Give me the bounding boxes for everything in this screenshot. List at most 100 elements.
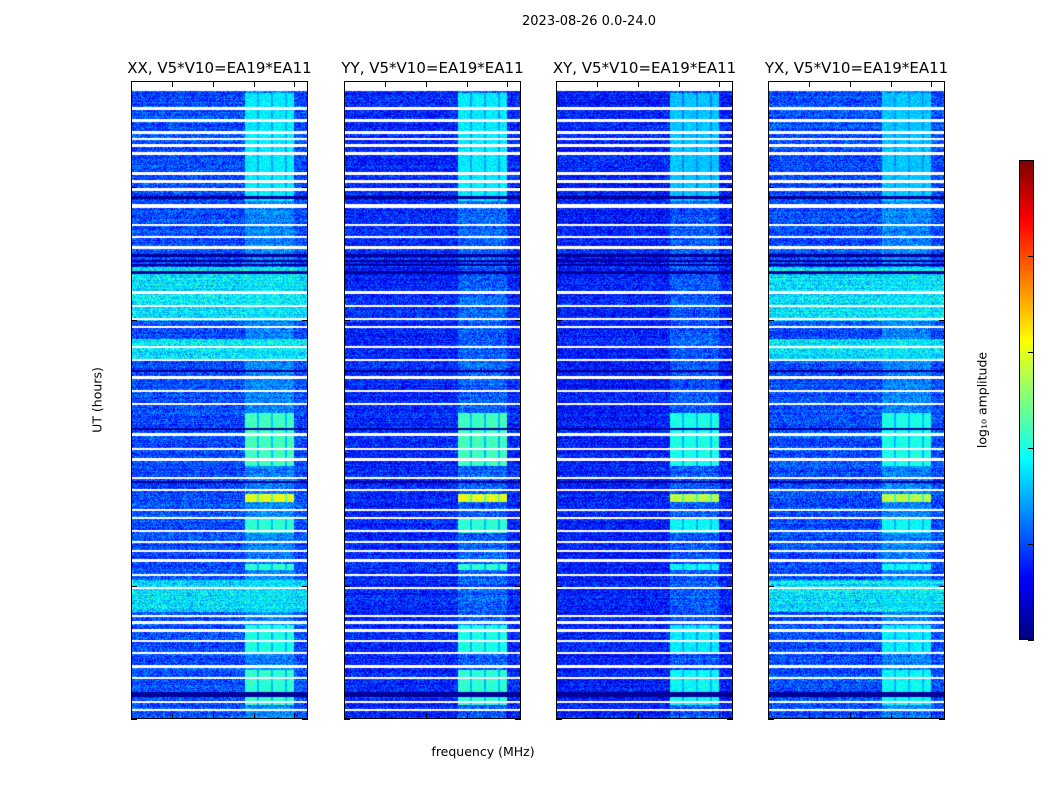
y-tick — [727, 586, 733, 588]
colorbar-tick — [1028, 544, 1034, 545]
x-tick — [808, 713, 810, 719]
x-axis-label: frequency (MHz) — [431, 744, 535, 759]
x-tick — [556, 81, 557, 87]
waterfall-panel — [768, 81, 945, 719]
x-tick — [890, 81, 892, 87]
x-tick — [890, 713, 892, 719]
x-tick — [678, 81, 680, 87]
y-tick — [131, 453, 137, 455]
colorbar-label: log₁₀ amplitude — [974, 351, 990, 449]
x-tick — [507, 81, 509, 87]
y-tick — [344, 453, 350, 455]
y-tick — [302, 586, 308, 588]
y-tick — [515, 586, 521, 588]
x-tick — [344, 713, 345, 719]
x-tick — [596, 713, 598, 719]
y-tick — [768, 719, 774, 720]
colorbar-tick — [1028, 448, 1034, 449]
x-tick — [212, 81, 214, 87]
colorbar-tick — [1028, 160, 1034, 161]
x-tick — [294, 81, 296, 87]
x-tick — [768, 713, 769, 719]
x-tick — [425, 81, 427, 87]
x-tick — [637, 713, 639, 719]
y-tick — [344, 187, 350, 189]
x-tick — [849, 713, 851, 719]
x-tick — [253, 713, 255, 719]
panel-title: YY, V5*V10=EA19*EA11 — [341, 59, 524, 77]
y-axis-label: UT (hours) — [89, 367, 105, 433]
x-tick — [171, 713, 173, 719]
x-tick — [637, 81, 639, 87]
y-tick — [556, 187, 562, 189]
colorbar — [1019, 160, 1034, 640]
heatmap-image — [557, 82, 732, 718]
x-tick — [425, 713, 427, 719]
y-tick — [515, 187, 521, 189]
waterfall-panel — [344, 81, 521, 719]
x-tick — [384, 81, 386, 87]
colorbar-tick — [1028, 640, 1034, 641]
y-tick — [302, 719, 308, 720]
x-tick — [212, 713, 214, 719]
y-tick — [131, 719, 137, 720]
y-tick — [727, 719, 733, 720]
y-tick — [344, 320, 350, 322]
x-tick — [507, 713, 509, 719]
colorbar-tick — [1028, 352, 1034, 353]
y-tick — [515, 719, 521, 720]
y-tick — [727, 187, 733, 189]
x-tick — [849, 81, 851, 87]
heatmap-image — [345, 82, 520, 718]
y-tick — [939, 586, 945, 588]
x-tick — [344, 81, 345, 87]
waterfall-panel — [556, 81, 733, 719]
y-tick — [768, 187, 774, 189]
x-tick — [131, 713, 132, 719]
x-tick — [384, 713, 386, 719]
y-tick — [515, 320, 521, 322]
y-tick — [131, 586, 137, 588]
x-tick — [931, 713, 933, 719]
x-tick — [768, 81, 769, 87]
y-tick — [302, 320, 308, 322]
y-tick — [727, 453, 733, 455]
x-tick — [719, 713, 721, 719]
y-tick — [768, 586, 774, 588]
x-tick — [931, 81, 933, 87]
x-tick — [131, 81, 132, 87]
y-tick — [939, 719, 945, 720]
y-tick — [344, 719, 350, 720]
y-tick — [556, 320, 562, 322]
heatmap-image — [132, 82, 307, 718]
y-tick — [768, 320, 774, 322]
y-tick — [556, 453, 562, 455]
x-tick — [253, 81, 255, 87]
colorbar-gradient — [1020, 161, 1033, 639]
y-tick — [131, 187, 137, 189]
y-tick — [515, 453, 521, 455]
y-tick — [727, 320, 733, 322]
y-tick — [302, 453, 308, 455]
figure-title: 2023-08-26 0.0-24.0 — [522, 14, 656, 29]
x-tick — [678, 713, 680, 719]
heatmap-image — [769, 82, 944, 718]
y-tick — [556, 719, 562, 720]
x-tick — [466, 81, 468, 87]
x-tick — [719, 81, 721, 87]
y-tick — [939, 187, 945, 189]
x-tick — [171, 81, 173, 87]
colorbar-tick — [1028, 256, 1034, 257]
panel-title: XX, V5*V10=EA19*EA11 — [127, 59, 312, 77]
y-tick — [131, 320, 137, 322]
x-tick — [596, 81, 598, 87]
x-tick — [556, 713, 557, 719]
y-tick — [556, 586, 562, 588]
y-tick — [302, 187, 308, 189]
panel-title: YX, V5*V10=EA19*EA11 — [764, 59, 949, 77]
x-tick — [808, 81, 810, 87]
y-tick — [939, 320, 945, 322]
y-tick — [939, 453, 945, 455]
y-tick — [344, 586, 350, 588]
